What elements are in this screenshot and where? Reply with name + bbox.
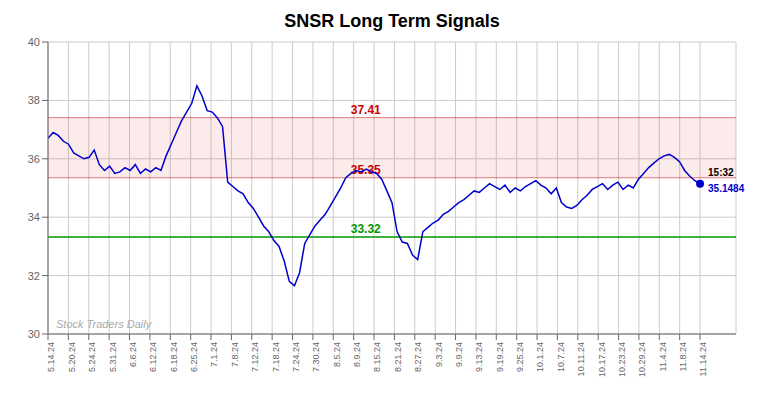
svg-text:36: 36: [28, 153, 40, 165]
svg-text:9.9.24: 9.9.24: [454, 342, 464, 367]
svg-text:10.23.24: 10.23.24: [617, 342, 627, 377]
svg-text:8.21.24: 8.21.24: [393, 342, 403, 372]
svg-text:Stock Traders Daily: Stock Traders Daily: [56, 318, 153, 330]
svg-text:7.18.24: 7.18.24: [271, 342, 281, 372]
svg-text:38: 38: [28, 94, 40, 106]
svg-text:7.8.24: 7.8.24: [230, 342, 240, 367]
svg-text:10.11.24: 10.11.24: [576, 342, 586, 376]
svg-text:5.20.24: 5.20.24: [67, 342, 77, 372]
svg-text:40: 40: [28, 36, 40, 48]
svg-text:9.13.24: 9.13.24: [474, 342, 484, 372]
svg-text:7.1.24: 7.1.24: [209, 342, 219, 367]
svg-text:6.12.24: 6.12.24: [148, 342, 158, 372]
svg-text:10.17.24: 10.17.24: [597, 342, 607, 377]
svg-text:35.35: 35.35: [350, 162, 381, 177]
svg-text:7.12.24: 7.12.24: [250, 342, 260, 372]
svg-text:37.41: 37.41: [351, 103, 381, 117]
svg-text:11.4.24: 11.4.24: [658, 342, 668, 371]
svg-text:9.3.24: 9.3.24: [434, 342, 444, 367]
svg-text:11.8.24: 11.8.24: [678, 342, 688, 371]
svg-text:33.32: 33.32: [351, 222, 381, 236]
svg-text:10.1.24: 10.1.24: [535, 342, 545, 372]
svg-text:7.24.24: 7.24.24: [291, 342, 301, 372]
svg-text:11.14.24: 11.14.24: [698, 342, 708, 376]
svg-text:6.6.24: 6.6.24: [128, 342, 138, 367]
svg-text:8.27.24: 8.27.24: [413, 342, 423, 372]
svg-text:35.1484: 35.1484: [708, 183, 745, 194]
svg-text:34: 34: [28, 211, 40, 223]
svg-text:9.25.24: 9.25.24: [515, 342, 525, 372]
svg-text:6.25.24: 6.25.24: [189, 342, 199, 372]
svg-text:5.31.24: 5.31.24: [108, 342, 118, 372]
svg-text:5.14.24: 5.14.24: [46, 342, 56, 372]
svg-text:6.18.24: 6.18.24: [169, 342, 179, 372]
svg-text:8.9.24: 8.9.24: [352, 342, 362, 367]
svg-text:7.30.24: 7.30.24: [311, 342, 321, 372]
svg-text:32: 32: [28, 270, 40, 282]
svg-text:5.24.24: 5.24.24: [87, 342, 97, 372]
svg-text:10.29.24: 10.29.24: [637, 342, 647, 377]
svg-text:30: 30: [28, 328, 40, 340]
svg-text:9.19.24: 9.19.24: [495, 342, 505, 372]
svg-text:10.7.24: 10.7.24: [556, 342, 566, 372]
svg-text:8.15.24: 8.15.24: [372, 342, 382, 372]
html-text:SNSR Long Term Signals: SNSR Long Term Signals: [284, 11, 500, 31]
svg-text:15:32: 15:32: [708, 167, 734, 178]
svg-text:8.5.24: 8.5.24: [332, 342, 342, 367]
